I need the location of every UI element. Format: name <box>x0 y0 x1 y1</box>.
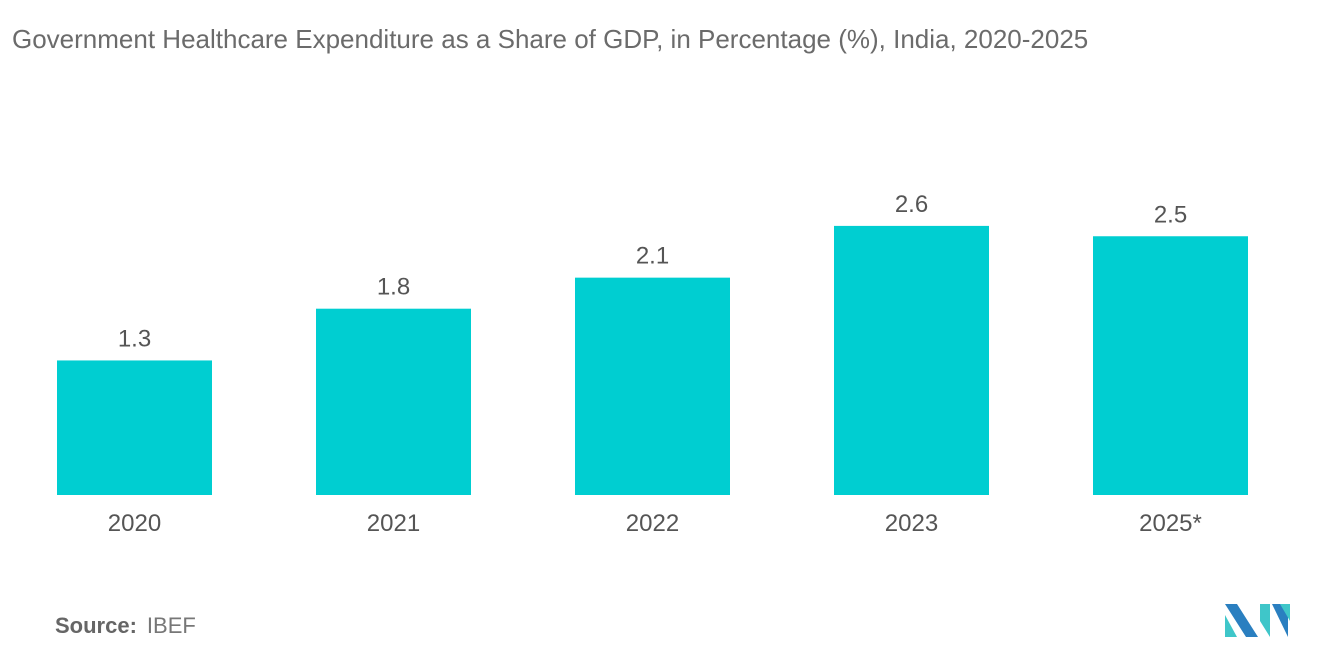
source-value: IBEF <box>146 613 196 638</box>
bar-2023 <box>834 225 989 495</box>
data-label-2025*: 2.5 <box>1154 201 1187 228</box>
x-tick-label-2021: 2021 <box>367 510 420 537</box>
data-label-2023: 2.6 <box>895 191 928 218</box>
bar-2025* <box>1093 236 1248 495</box>
data-label-2022: 2.1 <box>636 243 669 270</box>
x-tick-label-2023: 2023 <box>885 510 938 537</box>
x-tick-label-2020: 2020 <box>108 510 161 537</box>
bar-2020 <box>57 360 212 495</box>
x-tick-label-2025*: 2025* <box>1139 510 1202 537</box>
data-label-2020: 1.3 <box>118 325 151 352</box>
chart-title: Government Healthcare Expenditure as a S… <box>12 24 1089 54</box>
bar-2021 <box>316 308 471 495</box>
source-label: Source: <box>55 613 137 638</box>
source-note: Source: IBEF <box>55 613 196 639</box>
x-tick-label-2022: 2022 <box>626 510 679 537</box>
bar-2022 <box>575 277 730 495</box>
data-label-2021: 1.8 <box>377 274 410 301</box>
bar-chart: 1.3 2020 1.8 2021 2.1 2022 2.6 2023 2.5 2025* <box>57 191 1248 537</box>
brand-logo <box>1225 604 1290 637</box>
